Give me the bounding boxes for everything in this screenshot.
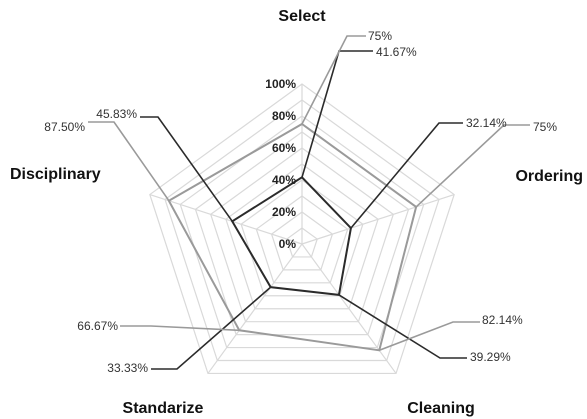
series-1-line [167,122,418,352]
grid-spoke [207,243,303,374]
grid-ring [149,83,455,375]
tick-labels: 0% 20% 40% 60% 80% 100% [265,77,296,251]
data-label-s1-disciplinary: 87.50% [44,120,85,134]
grid-ring [164,99,440,362]
tick-label-100: 100% [265,77,296,91]
leader-line-s1-ordering [415,124,530,208]
leader-line-s2-disciplinary [140,116,233,222]
category-label-cleaning: Cleaning [407,400,475,417]
grid-ring [270,211,334,271]
category-label-ordering: Ordering [515,168,583,185]
data-label-s2-ordering: 32.14% [466,116,507,130]
category-label-select: Select [278,8,326,25]
grid-ring [286,227,318,258]
grid-ring [255,195,349,284]
grid-layer [149,83,455,375]
leader-line-s2-standarize [151,286,272,370]
grid-spoke [301,193,455,245]
category-labels: Select Ordering Cleaning Standarize Disc… [10,8,583,417]
leader-line-s2-ordering [350,122,463,229]
data-label-s1-ordering: 75% [533,120,557,134]
leader-line-s1-cleaning [378,321,480,352]
leader-line-s1-disciplinary [88,121,170,202]
leader-line-s1-select [301,35,366,125]
category-label-standarize: Standarize [123,400,204,417]
data-label-s1-select: 75% [368,29,392,43]
grid-spoke [149,193,303,245]
grid-ring [179,115,425,349]
tick-label-0: 0% [279,237,297,251]
grid-ring [194,131,410,336]
data-label-s1-cleaning: 82.14% [482,313,523,327]
leader-line-s1-standarize [120,325,240,332]
tick-label-60: 60% [272,141,296,155]
category-label-disciplinary: Disciplinary [10,166,101,183]
grid-ring [209,147,395,323]
tick-label-40: 40% [272,173,296,187]
tick-label-20: 20% [272,205,296,219]
series-2-line [230,176,352,296]
data-labels: 75% 75% 82.14% 66.67% 87.50% 41.67% 32.1… [44,29,557,375]
leader-line-s2-cleaning [338,294,467,359]
data-label-s2-disciplinary: 45.83% [96,107,137,121]
data-label-s2-cleaning: 39.29% [470,350,511,364]
series-layer [167,122,418,352]
data-label-s2-standarize: 33.33% [107,361,148,375]
tick-label-80: 80% [272,109,296,123]
data-label-s1-standarize: 66.67% [77,319,118,333]
grid-spoke [301,243,397,374]
data-label-s2-select: 41.67% [376,45,417,59]
grid-ring [240,179,364,297]
